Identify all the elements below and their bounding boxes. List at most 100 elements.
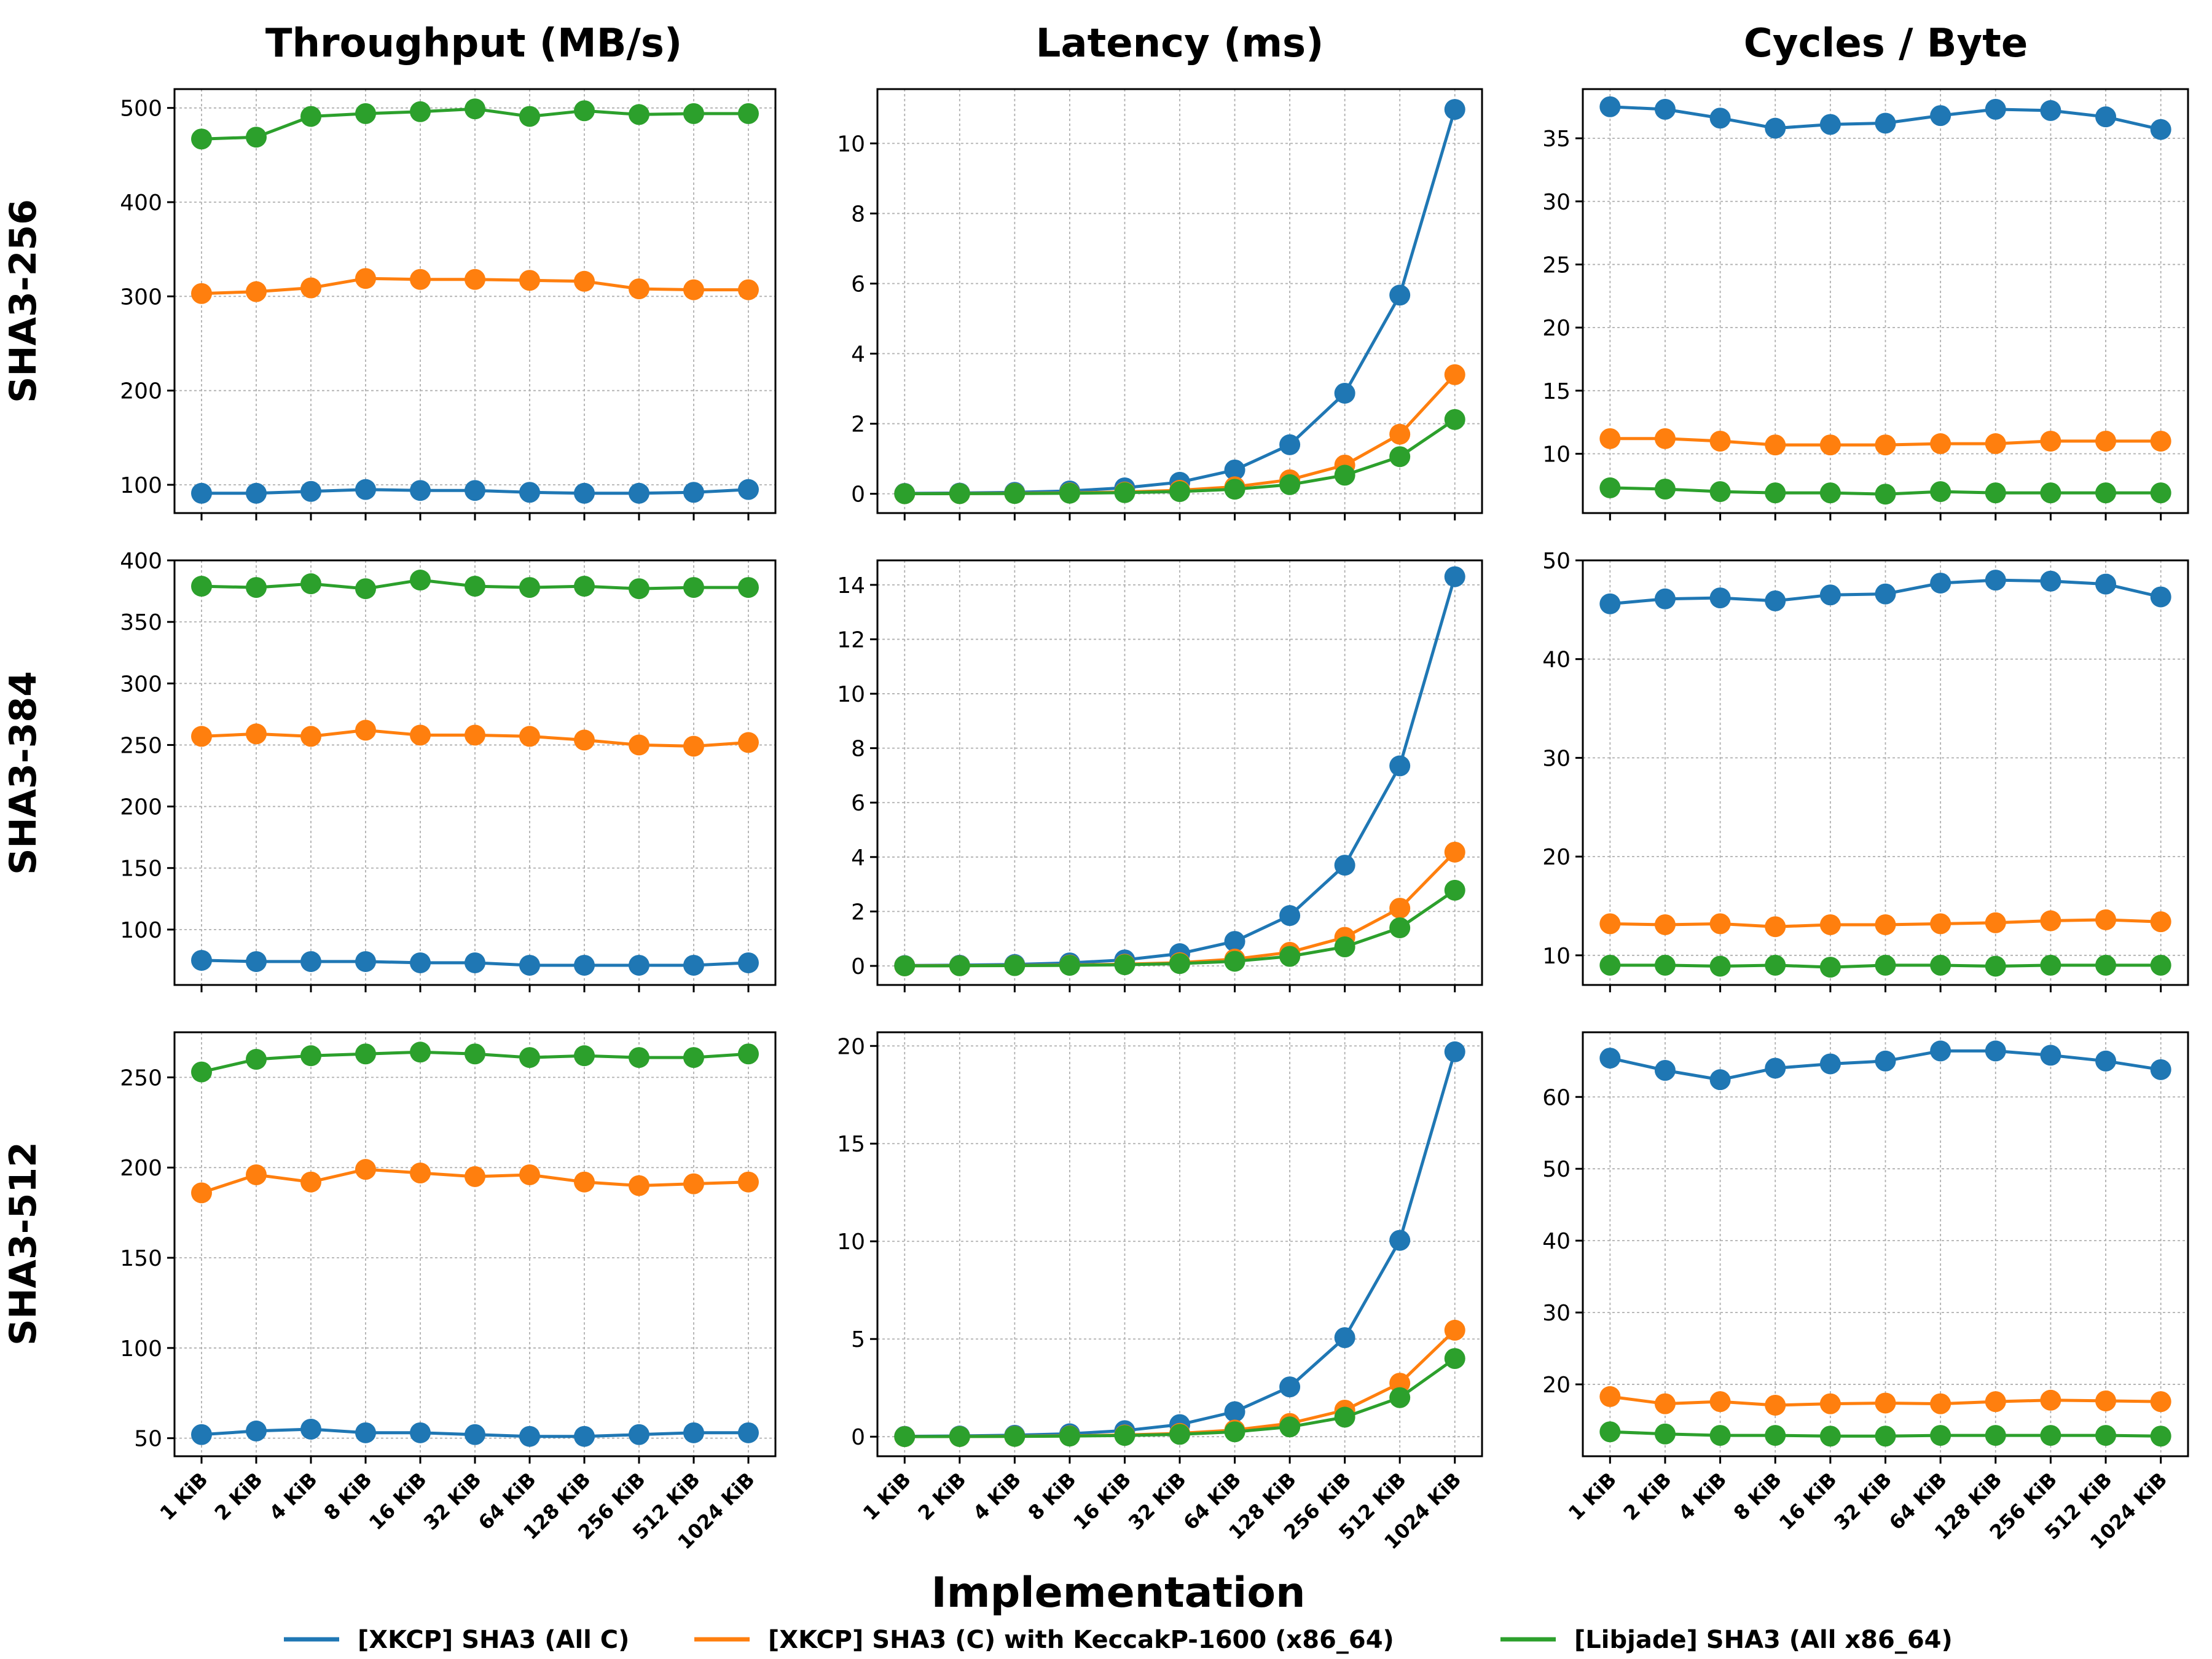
y-tick-label: 100 xyxy=(120,1336,162,1362)
data-point-libjade xyxy=(1169,1424,1190,1445)
data-point-xkcp-keccakp xyxy=(1444,364,1465,385)
data-point-libjade xyxy=(1224,1421,1245,1443)
data-point-xkcp-all-c xyxy=(1819,1053,1841,1075)
data-point-xkcp-keccakp xyxy=(355,268,377,289)
data-point-libjade xyxy=(1114,954,1135,976)
y-tick-label: 150 xyxy=(120,1246,162,1271)
data-point-xkcp-keccakp xyxy=(683,735,704,757)
y-tick-label: 250 xyxy=(120,733,162,758)
data-point-libjade xyxy=(246,127,267,148)
data-point-xkcp-all-c xyxy=(1765,1057,1786,1079)
data-point-libjade xyxy=(1875,1426,1896,1447)
y-tick-label: 40 xyxy=(1542,648,1571,673)
data-point-libjade xyxy=(355,103,377,124)
data-point-xkcp-keccakp xyxy=(1819,434,1841,456)
data-point-xkcp-all-c xyxy=(683,954,704,976)
data-point-libjade xyxy=(1654,478,1676,500)
y-tick-label: 14 xyxy=(837,573,865,598)
data-point-libjade xyxy=(1169,953,1190,975)
data-point-xkcp-all-c xyxy=(1444,1041,1465,1062)
data-point-xkcp-keccakp xyxy=(1985,1391,2006,1413)
data-point-xkcp-keccakp xyxy=(355,720,377,741)
data-point-libjade xyxy=(949,483,970,504)
data-point-libjade xyxy=(2150,482,2171,504)
data-point-xkcp-all-c xyxy=(1389,284,1411,306)
y-tick-label: 35 xyxy=(1542,127,1571,152)
data-point-xkcp-keccakp xyxy=(519,270,540,291)
data-point-libjade xyxy=(465,1043,485,1065)
data-point-libjade xyxy=(1389,1387,1411,1408)
data-point-libjade xyxy=(2040,482,2061,504)
data-point-xkcp-keccakp xyxy=(1709,430,1731,452)
data-point-xkcp-all-c xyxy=(1930,572,1951,594)
y-tick-label: 15 xyxy=(837,1132,865,1157)
data-point-libjade xyxy=(1114,1425,1135,1446)
data-point-xkcp-all-c xyxy=(1709,1069,1731,1091)
data-point-libjade xyxy=(1279,1416,1301,1438)
y-tick-label: 100 xyxy=(120,918,162,943)
data-point-libjade xyxy=(1875,484,1896,505)
data-point-xkcp-keccakp xyxy=(1875,1392,1896,1414)
column-title-cycles-per-byte: Cycles / Byte xyxy=(1744,21,2028,66)
data-point-xkcp-all-c xyxy=(1599,593,1621,614)
data-point-xkcp-all-c xyxy=(1875,112,1896,134)
y-tick-label: 400 xyxy=(120,190,162,216)
data-point-xkcp-keccakp xyxy=(300,1171,322,1193)
data-point-libjade xyxy=(2040,1425,2061,1446)
data-point-xkcp-all-c xyxy=(737,1422,759,1443)
y-tick-label: 200 xyxy=(120,795,162,820)
data-point-xkcp-all-c xyxy=(1654,98,1676,120)
data-point-xkcp-all-c xyxy=(1985,570,2006,591)
y-tick-label: 12 xyxy=(837,627,865,653)
data-point-libjade xyxy=(1654,1423,1676,1445)
data-point-xkcp-all-c xyxy=(1334,1327,1355,1348)
data-point-xkcp-all-c xyxy=(355,1422,377,1443)
data-point-xkcp-all-c xyxy=(465,952,485,973)
axes-frame xyxy=(1582,559,2189,986)
data-point-libjade xyxy=(894,955,916,976)
data-point-xkcp-all-c xyxy=(519,954,540,976)
data-point-xkcp-keccakp xyxy=(2150,911,2171,933)
x-axis-label: Implementation xyxy=(931,1569,1306,1617)
data-point-xkcp-all-c xyxy=(1279,905,1301,927)
legend: [XKCP] SHA3 (All C) [XKCP] SHA3 (C) with… xyxy=(284,1626,1953,1654)
data-point-libjade xyxy=(1599,1421,1621,1443)
data-point-xkcp-all-c xyxy=(683,1422,704,1443)
row-label-sha3-512: SHA3-512 xyxy=(2,1142,45,1346)
data-point-xkcp-all-c xyxy=(1819,114,1841,135)
data-point-libjade xyxy=(628,1047,649,1069)
data-point-libjade xyxy=(894,1426,916,1448)
data-point-xkcp-all-c xyxy=(1224,1401,1245,1422)
data-point-xkcp-all-c xyxy=(2040,570,2061,592)
data-point-xkcp-all-c xyxy=(628,954,649,976)
data-point-xkcp-all-c xyxy=(1444,566,1465,587)
row-label-sha3-384: SHA3-384 xyxy=(2,671,45,875)
legend-label-xkcp-keccakp: [XKCP] SHA3 (C) with KeccakP-1600 (x86_6… xyxy=(768,1626,1394,1654)
data-point-xkcp-all-c xyxy=(246,951,267,972)
data-point-xkcp-keccakp xyxy=(1389,898,1411,919)
data-point-xkcp-all-c xyxy=(2040,1045,2061,1066)
data-point-xkcp-keccakp xyxy=(1599,428,1621,449)
data-point-xkcp-keccakp xyxy=(519,1164,540,1185)
data-point-xkcp-all-c xyxy=(1599,1048,1621,1069)
data-point-xkcp-keccakp xyxy=(573,729,595,751)
data-point-xkcp-keccakp xyxy=(2150,430,2171,452)
data-point-xkcp-all-c xyxy=(191,949,213,971)
data-point-xkcp-keccakp xyxy=(737,732,759,753)
data-point-libjade xyxy=(1930,954,1951,976)
data-point-libjade xyxy=(1599,954,1621,976)
data-point-xkcp-all-c xyxy=(1389,755,1411,777)
data-point-xkcp-keccakp xyxy=(410,269,431,290)
data-point-xkcp-all-c xyxy=(628,1424,649,1445)
data-point-xkcp-all-c xyxy=(2095,573,2117,595)
data-point-xkcp-all-c xyxy=(1765,117,1786,139)
y-tick-label: 20 xyxy=(1542,845,1571,870)
data-point-xkcp-all-c xyxy=(1709,108,1731,129)
data-point-xkcp-all-c xyxy=(1765,590,1786,611)
data-point-xkcp-all-c xyxy=(1334,382,1355,404)
data-point-libjade xyxy=(573,1045,595,1067)
data-point-libjade xyxy=(949,1426,970,1447)
data-point-xkcp-all-c xyxy=(573,954,595,976)
data-point-libjade xyxy=(1819,482,1841,504)
data-point-libjade xyxy=(1709,481,1731,503)
